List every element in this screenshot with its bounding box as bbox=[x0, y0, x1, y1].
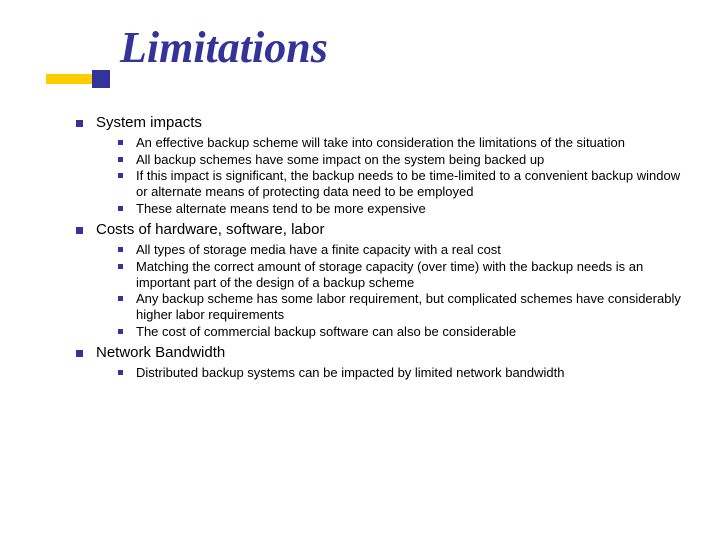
slide-title: Limitations bbox=[120, 22, 328, 73]
bullet-item: If this impact is significant, the backu… bbox=[74, 168, 692, 200]
bullet-item: An effective backup scheme will take int… bbox=[74, 135, 692, 151]
bullet-item: All types of storage media have a finite… bbox=[74, 242, 692, 258]
slide-content: System impacts An effective backup schem… bbox=[74, 110, 692, 382]
bullet-item: Matching the correct amount of storage c… bbox=[74, 259, 692, 291]
bullet-item: All backup schemes have some impact on t… bbox=[74, 152, 692, 168]
title-decoration bbox=[46, 70, 108, 88]
section-heading: Costs of hardware, software, labor bbox=[74, 221, 692, 240]
bullet-item: Distributed backup systems can be impact… bbox=[74, 365, 692, 381]
section-heading: Network Bandwidth bbox=[74, 344, 692, 363]
bullet-item: These alternate means tend to be more ex… bbox=[74, 201, 692, 217]
bullet-item: Any backup scheme has some labor require… bbox=[74, 291, 692, 323]
section-heading: System impacts bbox=[74, 114, 692, 133]
bullet-item: The cost of commercial backup software c… bbox=[74, 324, 692, 340]
decoration-square bbox=[92, 70, 110, 88]
